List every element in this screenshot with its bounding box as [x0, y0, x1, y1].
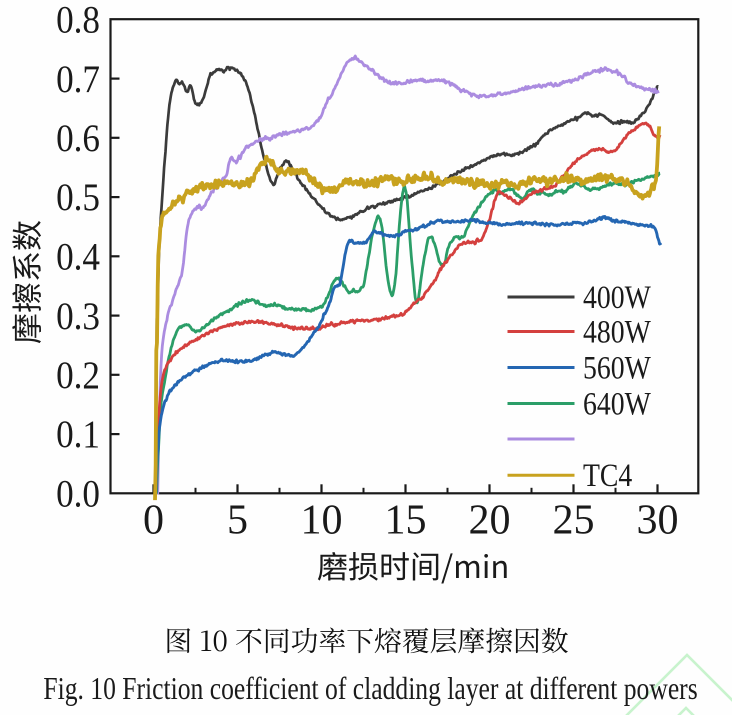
- svg-text:560W: 560W: [583, 349, 651, 386]
- svg-text:5: 5: [227, 496, 248, 543]
- svg-text:20: 20: [468, 496, 510, 543]
- svg-text:0.1: 0.1: [56, 413, 100, 456]
- svg-text:0.8: 0.8: [56, 0, 100, 42]
- svg-text:15: 15: [384, 496, 426, 543]
- svg-text:0.7: 0.7: [56, 58, 100, 101]
- svg-text:0.0: 0.0: [56, 473, 100, 516]
- svg-text:Fig. 10 Friction coefficient o: Fig. 10 Friction coefficient of cladding…: [43, 671, 697, 706]
- svg-text:30: 30: [636, 496, 678, 543]
- svg-text:TC4: TC4: [583, 457, 632, 494]
- svg-text:0.2: 0.2: [56, 354, 100, 397]
- svg-text:640W: 640W: [583, 385, 651, 422]
- svg-text:0: 0: [143, 496, 164, 543]
- svg-text:0.6: 0.6: [56, 117, 100, 160]
- svg-text:0.4: 0.4: [56, 236, 100, 279]
- svg-text:25: 25: [552, 496, 594, 543]
- svg-text:0.3: 0.3: [56, 295, 100, 338]
- svg-text:480W: 480W: [583, 313, 651, 350]
- svg-text:0.5: 0.5: [56, 176, 100, 219]
- svg-text:10: 10: [300, 496, 342, 543]
- svg-text:400W: 400W: [583, 279, 651, 316]
